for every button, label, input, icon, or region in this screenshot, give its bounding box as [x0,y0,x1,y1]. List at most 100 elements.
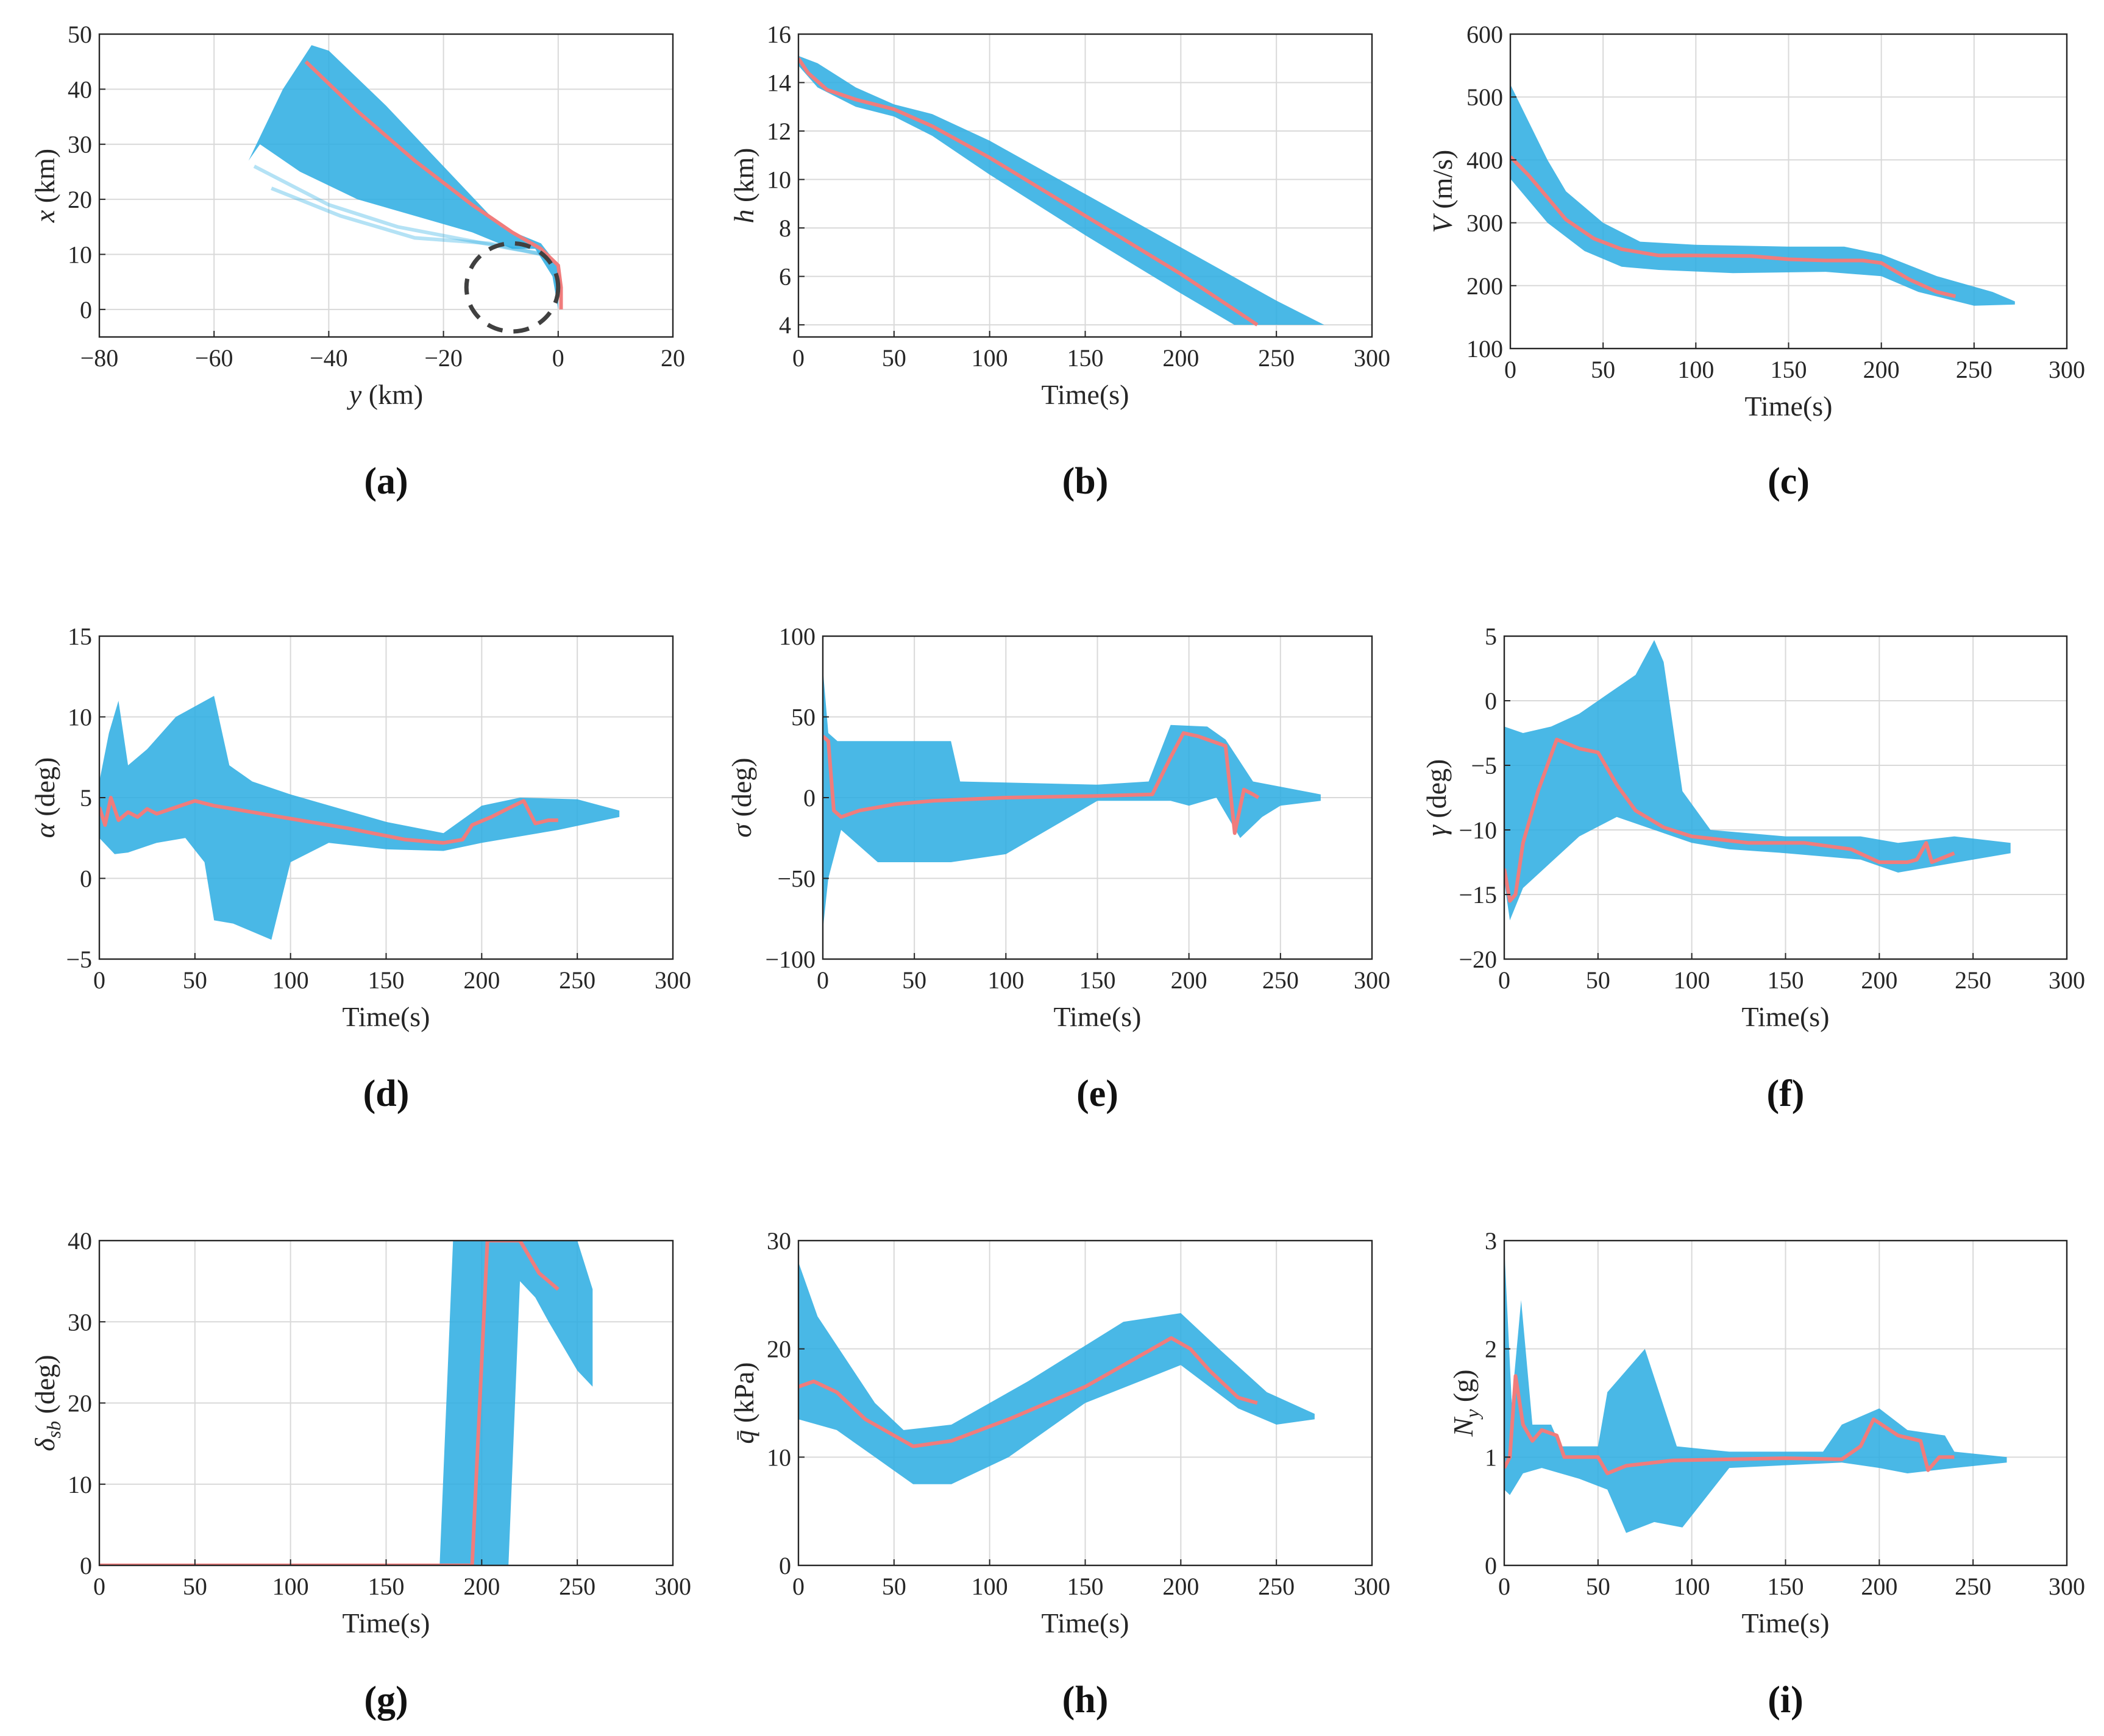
x-tick-label: 250 [1258,1573,1295,1600]
x-axis-label: Time(s) [1745,391,1833,422]
x-tick-label: 150 [1067,1573,1104,1600]
y-tick-label: 0 [80,865,92,893]
x-axis-label: Time(s) [1742,1001,1830,1032]
x-tick-label: 100 [1677,356,1714,383]
y-tick-label: 20 [68,1390,92,1417]
x-tick-label: 200 [1171,966,1207,994]
y-tick-label: 0 [803,784,816,812]
x-tick-label: 300 [2049,966,2085,994]
terminal-circle [464,241,561,334]
panel-label: (d) [363,1073,410,1114]
x-tick-label: 250 [1955,966,1991,994]
x-tick-label: 100 [972,1573,1008,1600]
x-tick-label: 200 [1162,344,1199,372]
panel-label: (g) [364,1679,408,1721]
x-tick-label: 200 [1861,1573,1897,1600]
chart-i: 0 50 100 150 200 250 300 0 1 2 3 Time(s) Ny (g) (i) [1448,1227,2085,1721]
x-tick-label: 200 [1861,966,1897,994]
nominal-trajectory [1504,1374,1955,1475]
y-tick-label: 5 [1485,623,1497,650]
x-tick-label: 100 [987,966,1024,994]
y-tick-label: 4 [779,311,791,339]
y-tick-label: −20 [1459,946,1497,973]
y-tick-label: 6 [779,263,791,291]
y-tick-label: −5 [66,946,92,973]
chart-c: 0 50 100 150 200 250 300 100 200 300 400 500 600 Time… [1427,21,2085,502]
y-tick-label: 0 [1485,687,1497,715]
x-tick-label: 100 [1674,1573,1710,1600]
panel-label: (e) [1076,1073,1118,1114]
x-tick-label: 50 [1591,356,1615,383]
y-tick-label: 100 [1466,335,1503,363]
x-tick-label: 0 [817,966,829,994]
y-tick-label: 8 [779,214,791,242]
nominal-trajectory [1510,155,1957,299]
x-tick-label: 0 [93,1573,105,1600]
y-tick-label: 3 [1485,1227,1497,1255]
x-tick-label: 0 [552,344,564,372]
y-tick-label: 5 [80,784,92,812]
y-tick-label: 10 [68,1471,92,1498]
y-axis-label: α (deg) [29,757,60,838]
y-tick-label: 400 [1466,146,1503,174]
x-tick-label: 100 [272,966,309,994]
y-tick-label: 20 [68,186,92,213]
x-tick-label: 0 [1498,1573,1510,1600]
x-tick-label: 100 [1674,966,1710,994]
panel-label: (c) [1768,461,1810,502]
x-axis-label: Time(s) [1742,1607,1830,1639]
nominal-trajectory [823,731,1260,835]
x-tick-label: 0 [93,966,105,994]
x-tick-label: −40 [310,344,348,372]
x-tick-label: 100 [972,344,1008,372]
x-tick-label: 50 [183,1573,207,1600]
x-tick-label: 300 [1354,1573,1390,1600]
y-tick-label: 10 [68,704,92,731]
y-tick-label: 20 [767,1336,791,1363]
y-tick-label: 40 [68,76,92,103]
y-axis-label: Ny (g) [1448,1369,1483,1437]
ensemble-band [1504,1245,2007,1533]
y-tick-label: −10 [1459,817,1497,844]
x-tick-label: 200 [463,966,500,994]
x-tick-label: 150 [1768,1573,1804,1600]
y-axis-label: V (m/s) [1427,150,1458,233]
y-tick-label: −50 [777,865,816,893]
panel-label: (i) [1768,1679,1804,1721]
x-tick-label: −20 [424,344,463,372]
x-tick-label: 200 [1162,1573,1199,1600]
chart-f: 0 50 100 150 200 250 300 −20 −15 −10 −5 0 5 Time(s) γ … [1421,623,2085,1114]
nominal-trajectory [798,57,1259,327]
x-tick-label: −60 [195,344,233,372]
nominal-trajectory [304,60,563,310]
panel-label: (b) [1062,461,1109,502]
y-tick-label: 2 [1485,1336,1497,1363]
x-tick-label: 50 [882,344,906,372]
y-tick-label: 40 [68,1227,92,1255]
y-tick-label: 14 [767,69,791,97]
y-tick-label: 0 [1485,1552,1497,1579]
y-tick-label: −100 [765,946,816,973]
y-tick-label: 30 [68,1308,92,1336]
panel-label: (h) [1062,1679,1109,1721]
y-axis-label: γ (deg) [1421,759,1452,837]
x-tick-label: 50 [1586,966,1610,994]
panel-label: (f) [1767,1073,1805,1114]
chart-h: 0 50 100 150 200 250 300 0 10 20 30 Time(s) q̄ (kPa)… [728,1227,1390,1721]
y-tick-label: 300 [1466,210,1503,237]
x-tick-label: 0 [792,344,805,372]
y-tick-label: 15 [68,623,92,650]
y-tick-label: 30 [68,131,92,158]
x-tick-label: 250 [559,1573,595,1600]
x-tick-label: 150 [1771,356,1807,383]
x-tick-label: 250 [1956,356,1992,383]
x-axis-label: Time(s) [343,1607,430,1639]
x-tick-label: 250 [1262,966,1299,994]
axes-frame [98,33,674,338]
ensemble-band [439,1241,593,1565]
y-tick-label: 200 [1466,272,1503,300]
y-tick-label: 1 [1485,1444,1497,1471]
x-tick-label: 150 [1067,344,1104,372]
